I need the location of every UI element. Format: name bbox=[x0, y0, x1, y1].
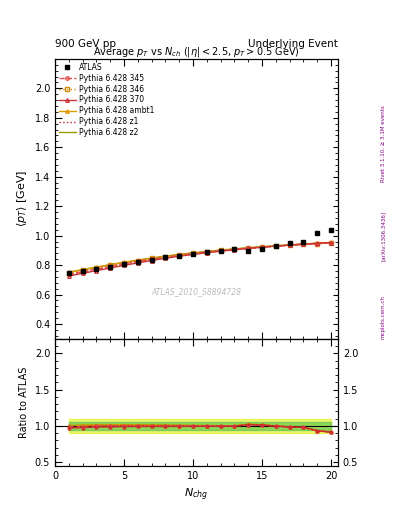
Text: [arXiv:1306.3436]: [arXiv:1306.3436] bbox=[381, 210, 386, 261]
Text: 900 GeV pp: 900 GeV pp bbox=[55, 38, 116, 49]
Title: Average $p_T$ vs $N_{ch}$ ($|\eta| < 2.5$, $p_T > 0.5$ GeV): Average $p_T$ vs $N_{ch}$ ($|\eta| < 2.5… bbox=[93, 45, 300, 59]
Text: Underlying Event: Underlying Event bbox=[248, 38, 338, 49]
Text: mcplots.cern.ch: mcplots.cern.ch bbox=[381, 295, 386, 339]
Legend: ATLAS, Pythia 6.428 345, Pythia 6.428 346, Pythia 6.428 370, Pythia 6.428 ambt1,: ATLAS, Pythia 6.428 345, Pythia 6.428 34… bbox=[57, 61, 156, 139]
Y-axis label: Ratio to ATLAS: Ratio to ATLAS bbox=[19, 367, 29, 438]
Text: Rivet 3.1.10, ≥ 3.1M events: Rivet 3.1.10, ≥ 3.1M events bbox=[381, 105, 386, 182]
Text: ATLAS_2010_S8894728: ATLAS_2010_S8894728 bbox=[151, 287, 242, 295]
Y-axis label: $\langle p_T \rangle$ [GeV]: $\langle p_T \rangle$ [GeV] bbox=[15, 170, 29, 227]
X-axis label: $N_{chg}$: $N_{chg}$ bbox=[184, 486, 209, 503]
